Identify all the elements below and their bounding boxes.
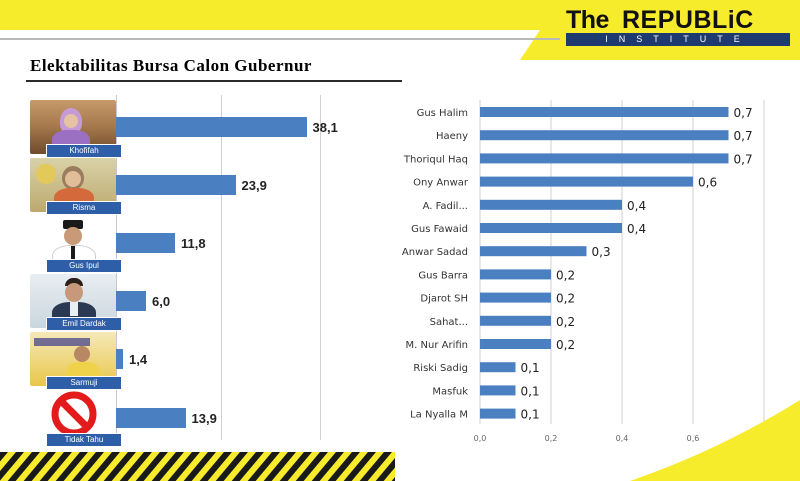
left-value-label: 6,0 bbox=[152, 294, 171, 309]
left-value-label: 38,1 bbox=[312, 120, 338, 135]
right-bar bbox=[480, 153, 729, 164]
right-category-label: Gus Fawaid bbox=[411, 224, 468, 235]
right-value-label: 0,7 bbox=[734, 152, 753, 166]
right-value-label: 0,6 bbox=[698, 176, 717, 190]
right-bar bbox=[480, 199, 622, 210]
right-category-label: Djarot SH bbox=[420, 294, 468, 305]
slide-title: Elektabilitas Bursa Calon Gubernur bbox=[30, 56, 312, 75]
left-bar-gus-ipul bbox=[116, 233, 175, 253]
left-value-label: 23,9 bbox=[241, 178, 267, 193]
right-x-tick-label: 0,0 bbox=[474, 434, 487, 443]
right-value-label: 0,7 bbox=[734, 106, 753, 120]
right-category-label: Masfuk bbox=[432, 386, 468, 397]
right-category-label: Riski Sadig bbox=[413, 363, 468, 374]
left-value-label: 11,8 bbox=[181, 236, 206, 251]
label-gus-ipul: Gus Ipul bbox=[46, 259, 122, 273]
right-bar bbox=[480, 292, 551, 303]
right-category-label: Thoriqul Haq bbox=[403, 154, 468, 165]
right-bar bbox=[480, 385, 516, 396]
left-bar-khofifah bbox=[116, 117, 307, 137]
right-value-label: 0,7 bbox=[734, 129, 753, 143]
right-value-label: 0,4 bbox=[627, 199, 646, 213]
right-value-label: 0,2 bbox=[556, 268, 575, 282]
logo-institute: INSTITUTE bbox=[566, 33, 790, 46]
right-bar bbox=[480, 408, 516, 419]
left-bar-emil-dardak bbox=[116, 291, 146, 311]
right-category-label: M. Nur Arifin bbox=[406, 340, 468, 351]
right-bar bbox=[480, 315, 551, 326]
right-value-label: 0,1 bbox=[521, 361, 540, 375]
right-value-label: 0,3 bbox=[592, 245, 611, 259]
right-value-label: 0,4 bbox=[627, 222, 646, 236]
right-value-label: 0,2 bbox=[556, 292, 575, 306]
right-bar bbox=[480, 246, 587, 257]
right-value-label: 0,2 bbox=[556, 338, 575, 352]
right-bar bbox=[480, 223, 622, 233]
right-category-label: La Nyalla M bbox=[410, 410, 468, 421]
right-category-label: A. Fadil... bbox=[423, 201, 468, 212]
right-category-label: Anwar Sadad bbox=[402, 247, 468, 258]
left-value-label: 1,4 bbox=[129, 352, 148, 367]
right-category-label: Sahat... bbox=[430, 317, 468, 328]
left-value-label: 13,9 bbox=[191, 411, 217, 426]
right-bar bbox=[480, 176, 693, 187]
top-yellow-band bbox=[0, 0, 600, 30]
header-underline bbox=[0, 38, 560, 40]
logo-republic: REPUBLiC bbox=[622, 6, 754, 34]
right-category-label: Gus Halim bbox=[417, 108, 468, 119]
bottom-stripes bbox=[0, 452, 395, 481]
right-bar bbox=[480, 269, 551, 280]
right-bar bbox=[480, 362, 516, 373]
label-khofifah: Khofifah bbox=[46, 144, 122, 158]
right-x-tick-label: 0,4 bbox=[616, 434, 629, 443]
right-bar bbox=[480, 107, 729, 117]
left-chart-gridline bbox=[320, 95, 321, 440]
label-sarmuji: Sarmuji bbox=[46, 376, 122, 390]
right-bar bbox=[480, 130, 729, 141]
right-value-label: 0,1 bbox=[521, 408, 540, 422]
right-value-label: 0,1 bbox=[521, 384, 540, 398]
label-risma: Risma bbox=[46, 201, 122, 215]
logo-the: The bbox=[566, 6, 609, 34]
label-emil-dardak: Emil Dardak bbox=[46, 317, 122, 331]
title-underline bbox=[26, 80, 402, 82]
right-category-label: Gus Barra bbox=[418, 270, 468, 281]
left-chart-gridline bbox=[221, 95, 222, 440]
right-category-label: Haeny bbox=[436, 131, 468, 142]
left-bar-risma bbox=[116, 175, 236, 195]
left-bar-sarmuji bbox=[116, 349, 123, 369]
right-value-label: 0,2 bbox=[556, 315, 575, 329]
right-x-tick-label: 0,6 bbox=[687, 434, 700, 443]
right-category-label: Ony Anwar bbox=[413, 178, 469, 189]
label-tidak-tahu: Tidak Tahu bbox=[46, 433, 122, 447]
right-x-tick-label: 0,2 bbox=[545, 434, 558, 443]
bottom-right-yellow-shape bbox=[630, 400, 800, 481]
left-bar-tidak-tahu bbox=[116, 408, 186, 428]
right-bar bbox=[480, 339, 551, 349]
